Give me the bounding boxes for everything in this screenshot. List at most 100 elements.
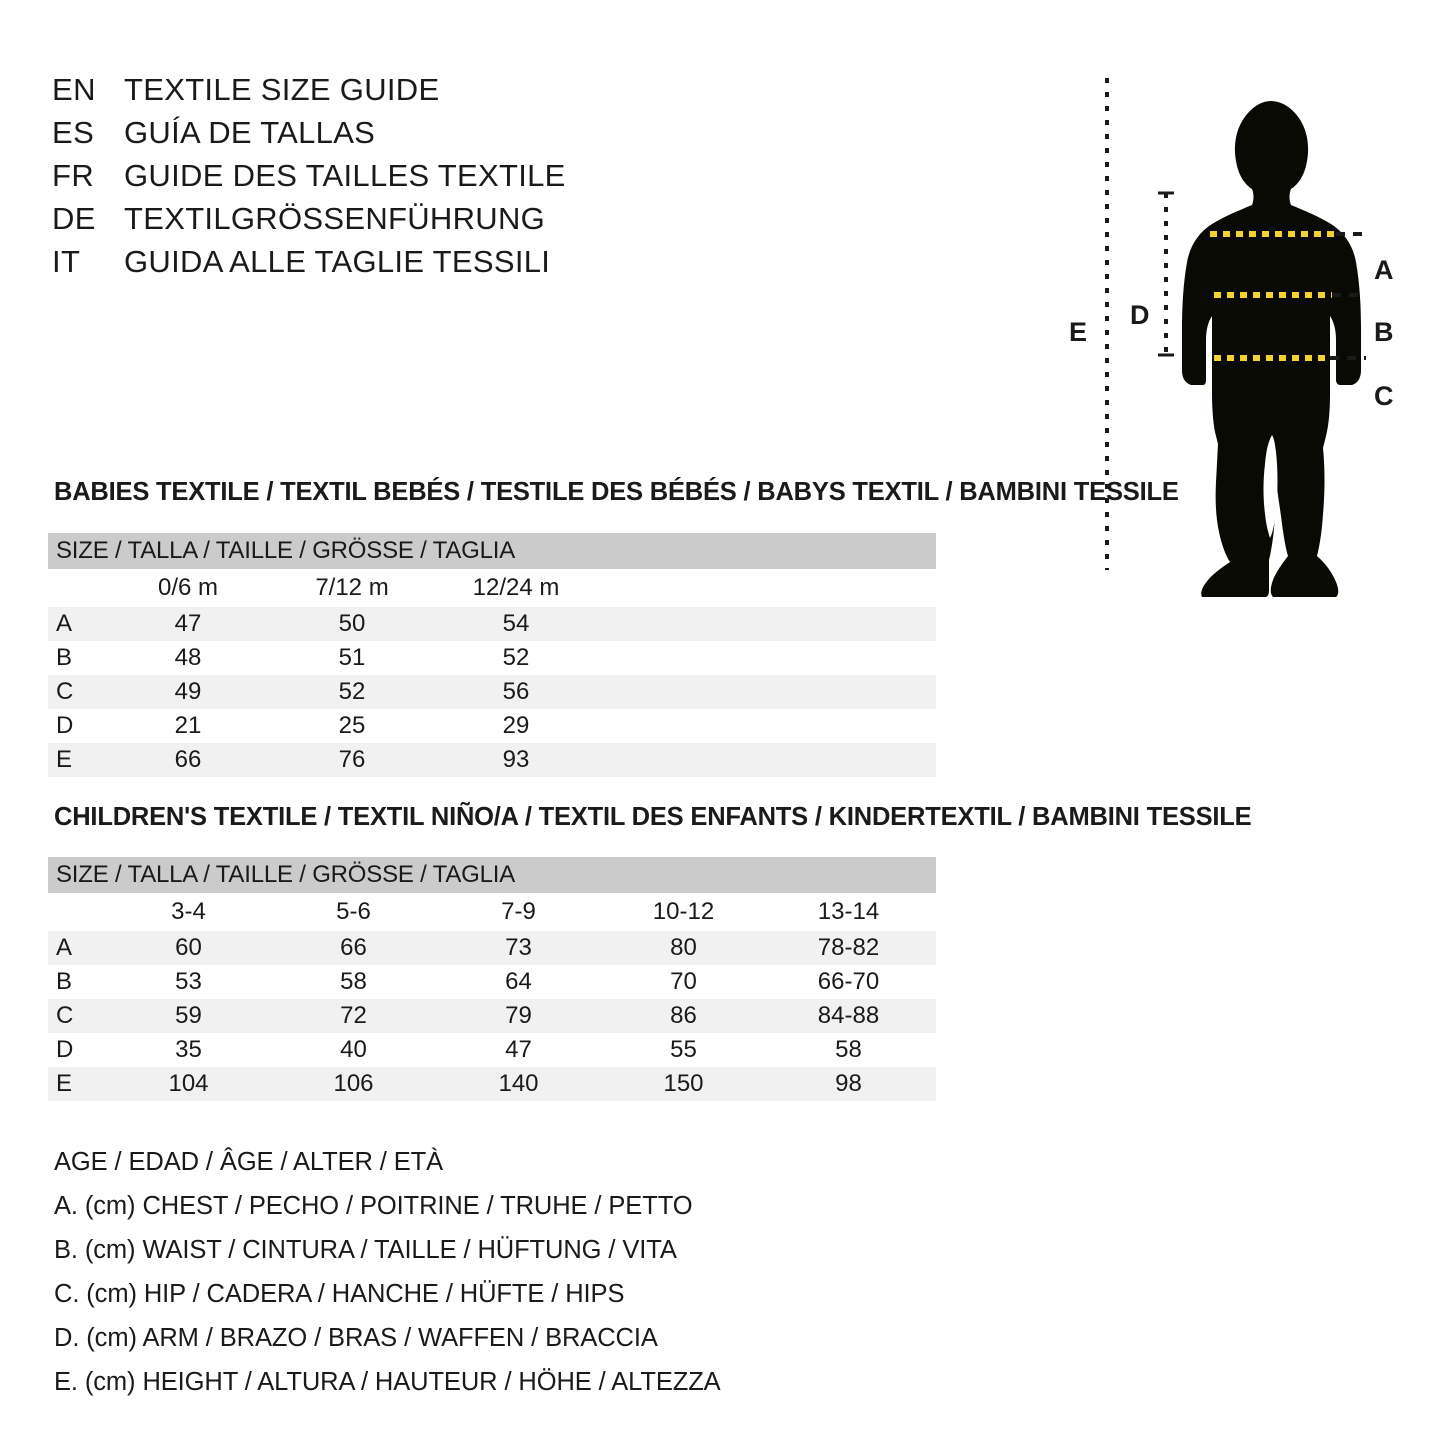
babies-cell-a-0: 47 — [174, 610, 202, 637]
babies-size-table: SIZE / TALLA / TAILLE / GRÖSSE / TAGLIA … — [48, 533, 936, 777]
legend-line-a-chest: A. (cm) CHEST / PECHO / POITRINE / TRUHE… — [54, 1192, 693, 1220]
children-cell-d-4: 58 — [835, 1036, 862, 1063]
children-cell-d-2: 47 — [505, 1036, 532, 1063]
language-title-en: TEXTILE SIZE GUIDE — [124, 72, 440, 107]
language-code-es: ES — [52, 115, 95, 150]
legend-line-e-height: E. (cm) HEIGHT / ALTURA / HAUTEUR / HÖHE… — [54, 1368, 721, 1396]
language-code-it: IT — [52, 244, 81, 279]
children-cell-b-4: 66-70 — [817, 968, 880, 995]
children-cell-c-4: 84-88 — [817, 1002, 880, 1029]
children-cell-b-0: 53 — [175, 968, 202, 995]
children-column-header-3: 10-12 — [652, 898, 715, 925]
babies-row-label-a: A — [56, 610, 73, 637]
children-row-label-b: B — [56, 968, 73, 995]
measurement-legend: AGE / EDAD / ÂGE / ALTER / ETÀ A. (cm) C… — [54, 1140, 814, 1404]
children-cell-d-0: 35 — [175, 1036, 202, 1063]
babies-size-header-bar: SIZE / TALLA / TAILLE / GRÖSSE / TAGLIA — [48, 533, 936, 569]
table-row: D 35 40 47 55 58 — [48, 1033, 936, 1067]
children-cell-b-3: 70 — [670, 968, 697, 995]
children-column-header-row: 3-4 5-6 7-9 10-12 13-14 — [48, 893, 936, 931]
table-row: E 104 106 140 150 98 — [48, 1067, 936, 1101]
children-cell-e-3: 150 — [663, 1070, 704, 1097]
children-column-header-0: 3-4 — [171, 898, 206, 925]
children-size-header-text: SIZE / TALLA / TAILLE / GRÖSSE / TAGLIA — [56, 861, 516, 888]
figure-marker-label-b: B — [1374, 317, 1394, 347]
children-size-header-bar: SIZE / TALLA / TAILLE / GRÖSSE / TAGLIA — [48, 857, 936, 893]
child-silhouette-icon — [1182, 101, 1361, 597]
legend-line-b-waist: B. (cm) WAIST / CINTURA / TAILLE / HÜFTU… — [54, 1236, 677, 1264]
children-cell-e-0: 104 — [168, 1070, 209, 1097]
children-row-label-a: A — [56, 934, 73, 961]
table-row: C 49 52 56 — [48, 675, 936, 709]
children-cell-d-1: 40 — [340, 1036, 367, 1063]
children-cell-a-3: 80 — [670, 934, 697, 961]
table-row: B 48 51 52 — [48, 641, 936, 675]
children-cell-e-1: 106 — [333, 1070, 374, 1097]
children-cell-b-1: 58 — [340, 968, 367, 995]
children-cell-a-1: 66 — [340, 934, 367, 961]
children-cell-a-2: 73 — [505, 934, 532, 961]
babies-column-header-0: 0/6 m — [157, 574, 219, 601]
children-row-label-d: D — [56, 1036, 74, 1063]
babies-row-label-c: C — [56, 678, 74, 705]
children-size-table: SIZE / TALLA / TAILLE / GRÖSSE / TAGLIA … — [48, 857, 936, 1101]
language-title-de: TEXTILGRÖSSENFÜHRUNG — [124, 201, 546, 236]
language-code-fr: FR — [52, 158, 95, 193]
babies-column-header-row: 0/6 m 7/12 m 12/24 m — [48, 569, 936, 607]
babies-cell-b-0: 48 — [174, 644, 202, 671]
legend-line-d-arm: D. (cm) ARM / BRAZO / BRAS / WAFFEN / BR… — [54, 1324, 658, 1352]
babies-column-header-1: 7/12 m — [315, 574, 389, 601]
language-row-de: DE TEXTILGRÖSSENFÜHRUNG — [52, 201, 692, 244]
babies-row-label-e: E — [56, 746, 73, 773]
children-cell-d-3: 55 — [670, 1036, 697, 1063]
children-cell-c-0: 59 — [175, 1002, 202, 1029]
children-column-header-1: 5-6 — [336, 898, 371, 925]
babies-cell-c-0: 49 — [174, 678, 202, 705]
children-cell-e-4: 98 — [835, 1070, 862, 1097]
babies-cell-d-1: 25 — [338, 712, 366, 739]
babies-cell-e-1: 76 — [338, 746, 366, 773]
figure-marker-label-e: E — [1069, 317, 1088, 347]
children-row-label-e: E — [56, 1070, 73, 1097]
figure-marker-label-d: D — [1130, 300, 1150, 330]
child-silhouette-diagram — [1105, 78, 1366, 597]
figure-marker-label-c: C — [1374, 381, 1394, 411]
babies-row-label-d: D — [56, 712, 74, 739]
babies-cell-b-1: 51 — [338, 644, 366, 671]
babies-cell-d-0: 21 — [174, 712, 202, 739]
babies-cell-c-2: 56 — [502, 678, 530, 705]
babies-cell-b-2: 52 — [502, 644, 530, 671]
language-row-it: IT GUIDA ALLE TAGLIE TESSILI — [52, 244, 692, 287]
children-row-label-c: C — [56, 1002, 74, 1029]
children-cell-e-2: 140 — [498, 1070, 539, 1097]
language-code-en: EN — [52, 72, 96, 107]
measurement-figure-panel: A B C D E — [1040, 40, 1440, 600]
children-cell-a-0: 60 — [175, 934, 202, 961]
language-header-block: EN TEXTILE SIZE GUIDE ES GUÍA DE TALLAS … — [52, 72, 692, 287]
table-row: A 47 50 54 — [48, 607, 936, 641]
language-row-es: ES GUÍA DE TALLAS — [52, 115, 692, 158]
language-title-it: GUIDA ALLE TAGLIE TESSILI — [124, 244, 551, 279]
babies-cell-e-2: 93 — [502, 746, 530, 773]
babies-section-caption: BABIES TEXTILE / TEXTIL BEBÉS / TESTILE … — [54, 478, 1179, 506]
language-row-fr: FR GUIDE DES TAILLES TEXTILE — [52, 158, 692, 201]
table-row: C 59 72 79 86 84-88 — [48, 999, 936, 1033]
babies-row-label-b: B — [56, 644, 73, 671]
children-cell-a-4: 78-82 — [817, 934, 880, 961]
babies-cell-d-2: 29 — [502, 712, 530, 739]
babies-cell-a-1: 50 — [338, 610, 366, 637]
children-column-header-2: 7-9 — [501, 898, 536, 925]
legend-line-c-hip: C. (cm) HIP / CADERA / HANCHE / HÜFTE / … — [54, 1280, 625, 1308]
babies-cell-c-1: 52 — [338, 678, 366, 705]
children-cell-c-1: 72 — [340, 1002, 367, 1029]
children-section-caption: CHILDREN'S TEXTILE / TEXTIL NIÑO/A / TEX… — [54, 803, 1252, 831]
babies-size-header-text: SIZE / TALLA / TAILLE / GRÖSSE / TAGLIA — [56, 537, 516, 564]
children-column-header-4: 13-14 — [817, 898, 880, 925]
babies-column-header-2: 12/24 m — [472, 574, 560, 601]
legend-line-age: AGE / EDAD / ÂGE / ALTER / ETÀ — [54, 1148, 444, 1176]
language-title-fr: GUIDE DES TAILLES TEXTILE — [124, 158, 566, 193]
table-row: D 21 25 29 — [48, 709, 936, 743]
table-row: A 60 66 73 80 78-82 — [48, 931, 936, 965]
children-cell-b-2: 64 — [505, 968, 532, 995]
